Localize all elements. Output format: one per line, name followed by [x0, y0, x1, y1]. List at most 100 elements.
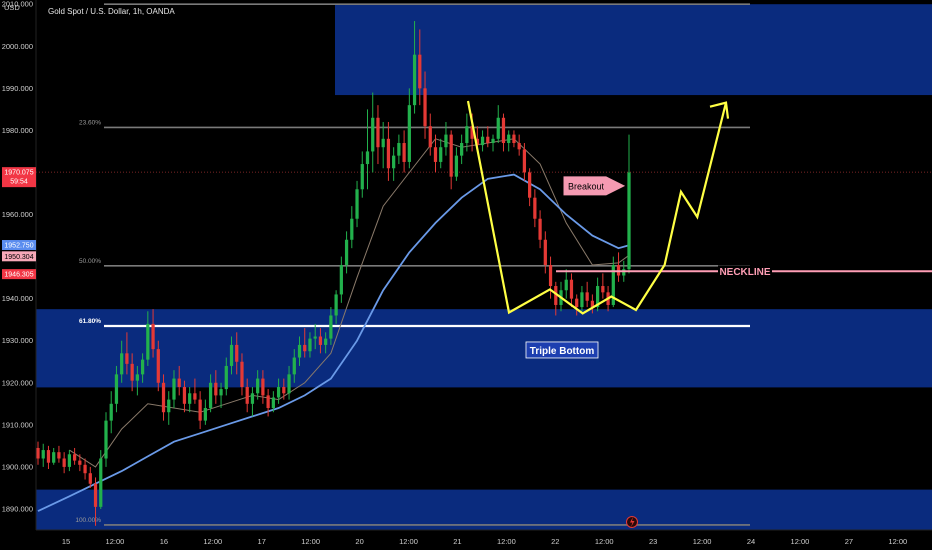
candle-body — [188, 393, 192, 404]
candle-body — [334, 294, 338, 316]
candle-body — [412, 54, 417, 106]
price-tag-1: 1952.750 — [4, 243, 33, 250]
candle-body — [512, 134, 516, 144]
candle-body — [208, 382, 213, 409]
candle-body — [161, 382, 166, 413]
candle-body — [229, 344, 234, 366]
candle-body — [548, 265, 553, 287]
candle-body — [36, 447, 40, 459]
candle-body — [120, 353, 124, 375]
candle-body — [271, 397, 275, 409]
candle-body — [329, 315, 333, 339]
candle-body — [256, 378, 260, 394]
time-tick-11: 12:00 — [595, 537, 614, 546]
candle-body — [198, 399, 202, 421]
candle-body — [569, 279, 574, 299]
time-tick-1: 12:00 — [106, 537, 125, 546]
candle-body — [67, 454, 72, 467]
breakout-label-bg — [563, 176, 626, 196]
candle-body — [376, 117, 380, 148]
price-tag-0: 1970.075 — [4, 170, 33, 177]
candle-body — [57, 452, 61, 459]
time-tick-16: 27 — [845, 537, 853, 546]
candle-body — [491, 138, 495, 144]
candle-body — [88, 473, 92, 484]
candle-body — [616, 265, 621, 276]
pattern-overlay: NECKLINE Breakout Triple Bottom — [466, 100, 932, 528]
candle-body — [182, 386, 187, 404]
candle-body — [507, 134, 511, 144]
candle-body — [240, 361, 244, 387]
time-tick-7: 12:00 — [399, 537, 418, 546]
candle-body — [371, 117, 375, 152]
time-tick-14: 24 — [747, 537, 755, 546]
candle-body — [151, 323, 155, 350]
price-tick-4: 1960.000 — [2, 210, 33, 219]
price-tag-2: 1950.304 — [4, 254, 33, 261]
currency-label: USD — [4, 3, 20, 12]
candle-body — [423, 88, 427, 127]
fast-moving-average — [37, 173, 630, 512]
candle-body — [104, 420, 108, 459]
price-tags: 1970.075 59:54 1952.750 1950.304 1946.305 — [2, 167, 36, 280]
candle-body — [501, 117, 506, 144]
fib-label-3: 61.80% — [79, 318, 101, 325]
price-tag-bg-2 — [2, 251, 36, 262]
candle-body — [99, 458, 103, 507]
candle-body — [580, 292, 584, 308]
candle-body — [538, 218, 542, 240]
candle-body — [344, 239, 349, 265]
time-tick-6: 20 — [355, 537, 363, 546]
candle-body — [564, 279, 568, 291]
price-tick-0: 2010.000 — [2, 0, 33, 9]
time-tick-13: 12:00 — [693, 537, 712, 546]
supply-demand-zones — [36, 4, 932, 530]
candle-body — [214, 382, 218, 396]
time-tick-8: 21 — [453, 537, 461, 546]
triple-bottom-label: Triple Bottom — [530, 346, 595, 357]
candle-body — [449, 134, 453, 177]
price-tag-bg-3 — [2, 269, 36, 280]
candle-body — [130, 363, 134, 381]
time-axis[interactable]: 15 12:00 16 12:00 17 12:00 20 12:00 21 12:00 22 12:… — [36, 529, 932, 546]
candle-body — [46, 450, 51, 463]
candle-body — [324, 338, 328, 345]
time-tick-17: 12:00 — [888, 537, 907, 546]
candle-body — [308, 338, 312, 352]
time-tick-12: 23 — [649, 537, 657, 546]
candle-body — [475, 138, 479, 146]
fib-label-2: 50.00% — [79, 258, 101, 265]
triple-bottom-path — [466, 100, 728, 315]
candle-body — [496, 117, 500, 139]
candle-body — [114, 374, 119, 404]
candle-body — [397, 143, 401, 156]
price-tick-5: 1940.000 — [2, 294, 33, 303]
candle-body — [575, 298, 579, 308]
neckline-label: NECKLINE — [719, 267, 770, 278]
price-axis[interactable]: 2010.000 2000.000 1990.000 1980.000 1960.000… — [2, 0, 37, 530]
time-tick-15: 12:00 — [791, 537, 810, 546]
chart-title: Gold Spot / U.S. Dollar, 1h, OANDA — [48, 7, 175, 16]
candle-body — [444, 134, 448, 148]
candle-body — [172, 378, 176, 400]
candle-body — [433, 147, 438, 162]
candle-body — [313, 336, 317, 339]
time-tick-2: 16 — [160, 537, 168, 546]
price-tick-1: 2000.000 — [2, 42, 33, 51]
price-tick-9: 1900.000 — [2, 462, 33, 471]
candle-body — [517, 143, 521, 150]
price-tag-timer: 59:54 — [10, 179, 28, 186]
price-tick-6: 1930.000 — [2, 336, 33, 345]
candle-body — [627, 172, 631, 270]
candle-body — [418, 54, 422, 89]
candle-body — [125, 353, 129, 364]
candle-body — [193, 393, 197, 400]
candle-body — [276, 386, 281, 398]
candle-body — [261, 378, 265, 396]
candle-body — [297, 344, 302, 358]
candle-body — [365, 151, 370, 165]
candle-body — [622, 269, 626, 276]
candle-body — [62, 458, 66, 467]
candle-body — [554, 286, 558, 305]
candle-body — [533, 197, 537, 219]
